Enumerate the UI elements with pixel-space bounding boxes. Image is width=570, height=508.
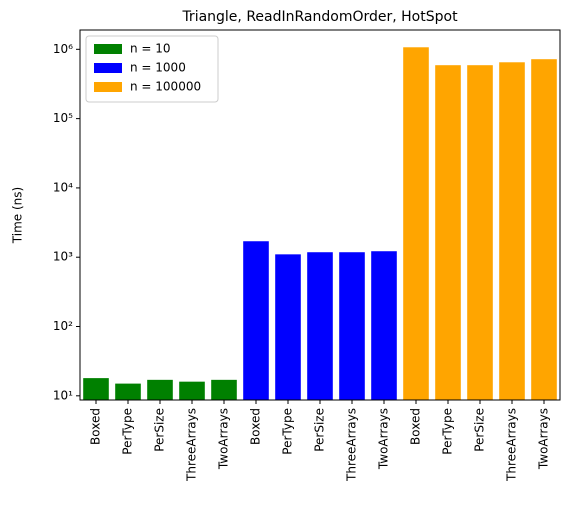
bar <box>307 252 333 400</box>
bar <box>403 47 429 400</box>
y-tick-label: 10⁶ <box>53 42 73 56</box>
x-tick-label: PerSize <box>313 408 327 452</box>
bar <box>499 62 525 400</box>
x-tick-label: ThreeArrays <box>345 408 359 482</box>
x-tick-label: PerType <box>281 408 295 455</box>
legend-swatch <box>94 44 122 54</box>
bar <box>211 379 237 400</box>
bar <box>179 381 205 400</box>
legend-swatch <box>94 63 122 73</box>
x-tick-label: Boxed <box>89 408 103 445</box>
bar <box>115 383 141 400</box>
bar <box>83 378 109 400</box>
chart-title: Triangle, ReadInRandomOrder, HotSpot <box>181 9 458 25</box>
bar <box>467 65 493 401</box>
bar <box>339 252 365 400</box>
bar <box>435 65 461 401</box>
y-tick-label: 10³ <box>53 250 73 264</box>
plot-frame <box>79 29 561 401</box>
x-tick-label: PerType <box>121 408 135 455</box>
bar <box>371 251 397 400</box>
bar <box>531 59 557 401</box>
x-tick-label: ThreeArrays <box>505 408 519 482</box>
x-tick-label: TwoArrays <box>217 408 231 470</box>
x-tick-label: Boxed <box>249 408 263 445</box>
bar <box>147 379 173 400</box>
x-tick-label: PerType <box>441 408 455 455</box>
y-tick-label: 10¹ <box>53 388 73 402</box>
x-tick-label: PerSize <box>473 408 487 452</box>
legend-label: n = 100000 <box>130 80 201 94</box>
y-tick-label: 10⁵ <box>53 111 73 125</box>
bar <box>275 254 301 400</box>
legend-label: n = 1000 <box>130 61 186 75</box>
x-tick-label: TwoArrays <box>537 408 551 470</box>
x-tick-label: TwoArrays <box>377 408 391 470</box>
x-tick-label: PerSize <box>153 408 167 452</box>
legend-swatch <box>94 82 122 92</box>
y-tick-label: 10⁴ <box>53 180 73 194</box>
y-axis-label: Time (ns) <box>11 187 25 244</box>
x-tick-label: Boxed <box>409 408 423 445</box>
bar <box>243 241 269 400</box>
legend-label: n = 10 <box>130 42 171 56</box>
x-tick-label: ThreeArrays <box>185 408 199 482</box>
y-tick-label: 10² <box>53 319 73 333</box>
